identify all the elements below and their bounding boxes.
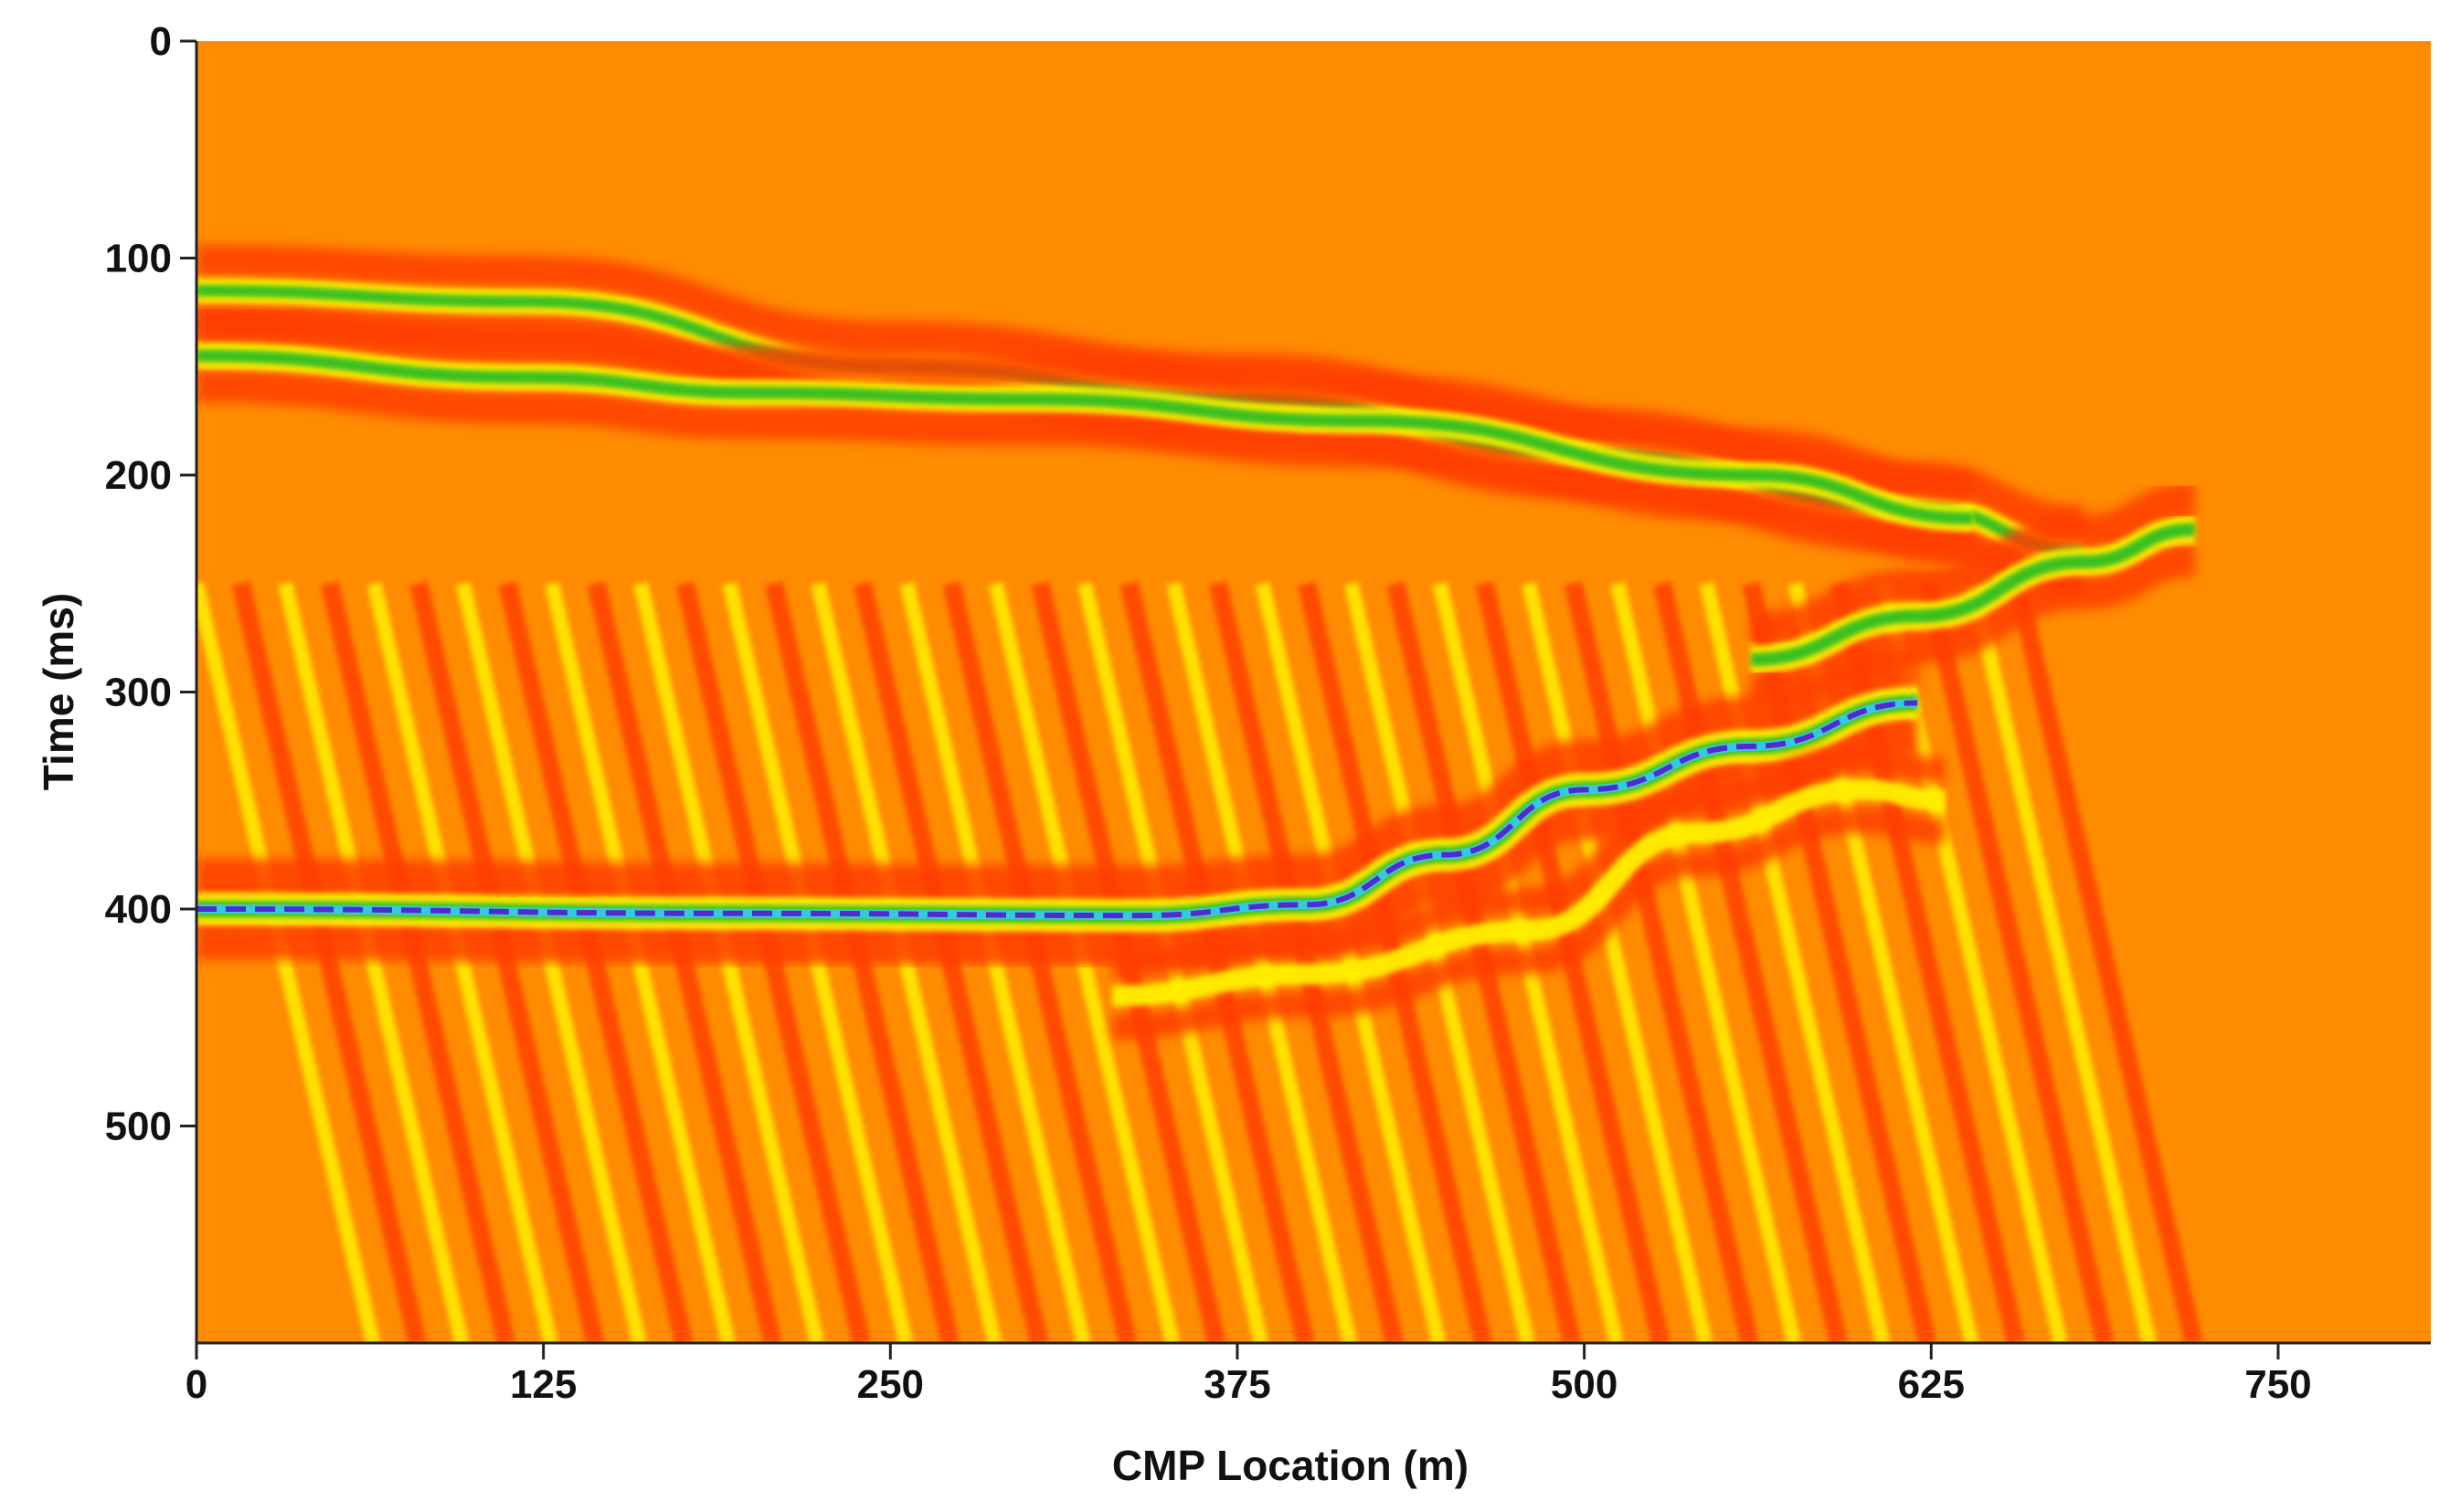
y-axis-title: Time (ms) [35, 593, 82, 790]
y-tick-label: 100 [105, 237, 172, 281]
y-ticks: 0 100 200 300 400 500 [105, 19, 196, 1149]
reflector-layer [196, 245, 2196, 1040]
x-ticks: 0 125 250 375 500 625 750 [186, 1343, 2312, 1407]
x-tick-label: 750 [2244, 1362, 2311, 1407]
reflector [196, 309, 1973, 566]
y-tick-label: 500 [105, 1105, 172, 1149]
x-tick-label: 0 [186, 1362, 207, 1407]
x-tick-label: 125 [510, 1362, 577, 1407]
noise-stripe [498, 581, 694, 1343]
reflector [1112, 745, 1946, 1040]
reflector [1750, 481, 2196, 707]
y-tick-label: 0 [150, 19, 172, 64]
x-tick-label: 250 [857, 1362, 924, 1407]
reflector-trough-upper [196, 309, 1973, 505]
reflector-trough-lower [1750, 543, 2196, 707]
y-tick-label: 400 [105, 887, 172, 932]
noise-stripe [1966, 581, 2157, 1343]
reflector-strong [1750, 523, 2195, 667]
axes: 0 125 250 375 500 625 750 0 100 200 300 400 500 CMP… [35, 19, 2431, 1489]
x-tick-label: 625 [1898, 1362, 1965, 1407]
noise-stripe [1522, 581, 1713, 1343]
noise-stripe [409, 581, 605, 1343]
reflector-trough-upper [1750, 481, 2196, 647]
reflector-strongest [196, 700, 1918, 919]
x-axis-title: CMP Location (m) [1112, 1442, 1469, 1489]
x-tick-label: 500 [1551, 1362, 1617, 1407]
noise-stripe [1208, 581, 1404, 1343]
noise-stripe [321, 581, 515, 1343]
reflector-trough-upper [1112, 745, 1946, 979]
noise-stripe [278, 581, 470, 1343]
reflector-trough-upper [196, 652, 1918, 905]
noise-stripe [231, 581, 427, 1343]
noise-stripe [1564, 581, 1759, 1343]
noise-stripe [196, 581, 381, 1343]
reflector-trough-lower [196, 369, 1973, 566]
noise-stripe [366, 581, 558, 1343]
x-tick-label: 375 [1204, 1362, 1270, 1407]
reflector-strong [196, 349, 1973, 525]
y-tick-label: 200 [105, 453, 172, 498]
plot-area [196, 41, 2431, 1343]
noise-stripe [2008, 581, 2203, 1343]
reflector-trough-lower [1112, 807, 1946, 1040]
y-tick-label: 300 [105, 671, 172, 715]
noise-stripe [455, 581, 647, 1343]
noise-stripe [1166, 581, 1358, 1343]
noise-stripe [1919, 581, 2115, 1343]
noise-stripe [1610, 581, 1802, 1343]
reflector-peak [1112, 779, 1946, 1007]
